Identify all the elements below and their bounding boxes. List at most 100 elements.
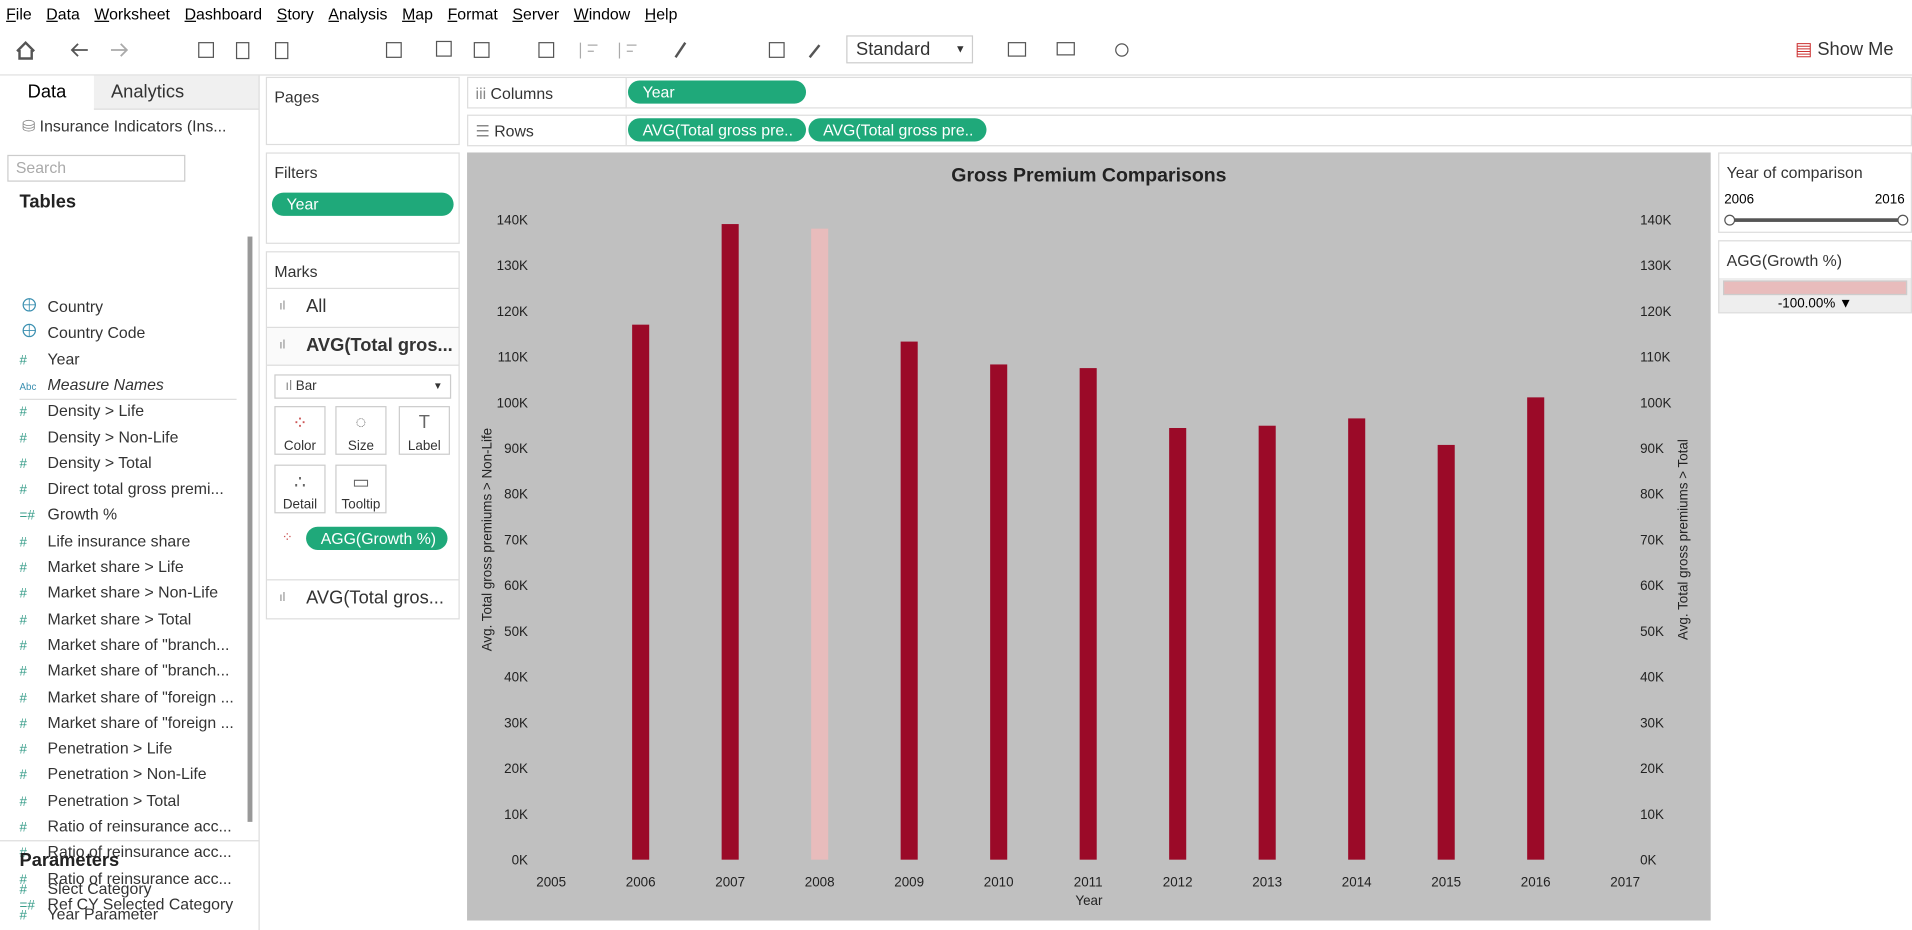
- slider-handle[interactable]: [1724, 214, 1736, 226]
- menu-item[interactable]: Server: [512, 4, 560, 24]
- new-sheet-icon[interactable]: [385, 42, 402, 58]
- menu-item[interactable]: Story: [276, 4, 314, 24]
- field[interactable]: # Market share > Total: [20, 607, 192, 631]
- button-icon: ◌: [355, 412, 367, 433]
- pin-icon[interactable]: [808, 44, 821, 59]
- marks-layer[interactable]: ıl AVG(Total gros...: [267, 326, 459, 366]
- back-icon[interactable]: [70, 43, 88, 57]
- marks-button[interactable]: ∴ Detail: [274, 464, 326, 514]
- button-icon: ⁘: [292, 413, 308, 435]
- field[interactable]: # Market share of "foreign ...: [20, 685, 234, 709]
- field[interactable]: # Density > Total: [20, 451, 152, 475]
- geo-icon: [22, 298, 36, 312]
- menu-item[interactable]: File: [6, 4, 32, 24]
- field[interactable]: # Market share of "branch...: [20, 659, 230, 683]
- field[interactable]: =# Ref CY Selected Category: [20, 892, 234, 916]
- field[interactable]: # Density > Non-Life: [20, 425, 179, 449]
- data-tab[interactable]: Data: [0, 76, 94, 113]
- home-icon[interactable]: [16, 40, 36, 60]
- show-me-button[interactable]: ▤ Show Me: [1794, 39, 1894, 60]
- field[interactable]: # Ratio of reinsurance acc...: [20, 841, 232, 865]
- field[interactable]: # Market share > Non-Life: [20, 581, 219, 605]
- row-pill[interactable]: AVG(Total gross pre..: [808, 118, 987, 142]
- menu-item[interactable]: Analysis: [328, 4, 388, 24]
- y-tick-label: 50K: [504, 624, 528, 639]
- marks-layer[interactable]: ıl AVG(Total gros...: [267, 579, 459, 617]
- marks-button[interactable]: ⁘ Color: [274, 406, 326, 455]
- x-tick-label: 2013: [1252, 874, 1282, 889]
- parameter[interactable]: # Slect Category: [20, 877, 152, 901]
- view-size-dropdown[interactable]: Standard ▼: [846, 35, 974, 64]
- filters-title: Filters: [274, 163, 318, 182]
- bar: [721, 224, 739, 860]
- menu-item[interactable]: Data: [46, 4, 80, 24]
- marks-button[interactable]: ◌ Size: [335, 406, 387, 455]
- save-icon[interactable]: [198, 42, 215, 58]
- menu-item[interactable]: Window: [573, 4, 631, 24]
- presentation-icon[interactable]: [1056, 42, 1075, 56]
- search-box[interactable]: Search: [7, 154, 186, 182]
- field-type-icon: #: [19, 908, 27, 924]
- field[interactable]: # Penetration > Non-Life: [20, 763, 207, 787]
- field[interactable]: # Market share > Life: [20, 555, 184, 579]
- marks-button[interactable]: T Label: [398, 406, 450, 455]
- field[interactable]: # Ratio of reinsurance acc...: [20, 815, 232, 839]
- menu-item[interactable]: Map: [402, 4, 433, 24]
- field[interactable]: Country: [20, 295, 104, 319]
- x-tick-label: 2007: [715, 874, 745, 889]
- swap-icon[interactable]: [538, 42, 555, 58]
- mark-type-dropdown[interactable]: ıl Bar ▼: [274, 374, 452, 399]
- menu-item[interactable]: Help: [644, 4, 678, 24]
- datasource[interactable]: ⛁ Insurance Indicators (Ins...: [21, 117, 227, 136]
- menu-item[interactable]: Dashboard: [184, 4, 263, 24]
- sort-desc-icon[interactable]: [618, 42, 637, 59]
- legend-header: [1719, 241, 1911, 279]
- field[interactable]: # Market share of "foreign ...: [20, 711, 234, 735]
- field[interactable]: # Year: [20, 347, 80, 371]
- field[interactable]: # Penetration > Life: [20, 737, 173, 761]
- field[interactable]: # Direct total gross premi...: [20, 477, 224, 501]
- sort-asc-icon[interactable]: [579, 42, 598, 59]
- field[interactable]: =# Growth %: [20, 503, 118, 527]
- field-name: Market share of "foreign ...: [47, 687, 234, 706]
- field[interactable]: # Market share of "branch...: [20, 633, 230, 657]
- marks-button[interactable]: ▭ Tooltip: [335, 464, 387, 514]
- field-type-icon: #: [19, 820, 27, 836]
- column-pill[interactable]: Year: [627, 80, 807, 104]
- analytics-tab[interactable]: Analytics: [93, 75, 259, 110]
- clear-icon[interactable]: [473, 42, 490, 58]
- field-type-icon: #: [19, 353, 27, 368]
- layer-name: All: [306, 296, 327, 318]
- button-icon: ▭: [352, 471, 370, 493]
- slider-track[interactable]: [1729, 218, 1903, 222]
- field-name: Penetration > Total: [47, 791, 180, 810]
- show-cards-icon[interactable]: [1007, 42, 1027, 57]
- slider-handle[interactable]: [1897, 214, 1909, 226]
- field[interactable]: # Ratio of reinsurance acc...: [20, 866, 232, 890]
- share-icon[interactable]: [1115, 43, 1129, 57]
- datasource-icon[interactable]: [274, 42, 289, 60]
- show-me-text: Show Me: [1817, 39, 1894, 60]
- growth-swatch[interactable]: [1722, 280, 1908, 296]
- duplicate-icon[interactable]: [435, 40, 452, 57]
- field[interactable]: Country Code: [20, 321, 146, 345]
- marks-layer[interactable]: ıl All: [267, 287, 459, 326]
- new-datasource-icon[interactable]: [235, 42, 250, 60]
- forward-icon[interactable]: [110, 43, 129, 57]
- menu-item[interactable]: Worksheet: [94, 4, 170, 24]
- field-type-icon: #: [19, 794, 27, 810]
- field[interactable]: # Penetration > Total: [20, 789, 180, 813]
- menu-item[interactable]: Format: [447, 4, 498, 24]
- row-pill[interactable]: AVG(Total gross pre..: [627, 118, 807, 142]
- filter-pill[interactable]: Year: [271, 192, 454, 216]
- scrollbar[interactable]: [247, 236, 253, 822]
- label-icon[interactable]: [768, 42, 785, 58]
- color-pill[interactable]: AGG(Growth %): [306, 526, 448, 550]
- field[interactable]: # Density > Life: [20, 399, 145, 423]
- highlight-icon[interactable]: [674, 42, 687, 58]
- field[interactable]: Abc Measure Names: [20, 373, 164, 397]
- parameter[interactable]: # Year Parameter: [20, 903, 158, 927]
- growth-legend-card: AGG(Growth %) -100.00% ▼: [1718, 240, 1912, 314]
- field[interactable]: # Life insurance share: [20, 529, 191, 553]
